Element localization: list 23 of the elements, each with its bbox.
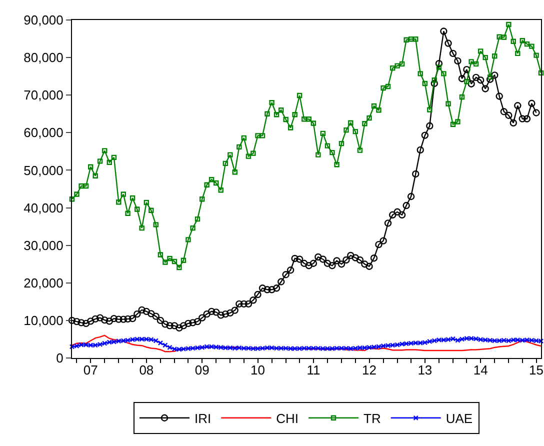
x-tick-label: 07 — [83, 362, 98, 378]
y-tick-label: 10,000 — [24, 312, 64, 328]
y-tick-label: 30,000 — [24, 238, 64, 253]
legend-label: IRI — [194, 410, 212, 426]
y-tick-label: 50,000 — [24, 162, 64, 178]
y-tick-label: 20,000 — [24, 275, 64, 290]
legend-label: TR — [364, 410, 381, 426]
x-tick-label: 08 — [139, 362, 154, 378]
y-tick-label: 80,000 — [24, 50, 64, 66]
x-tick-label: 14 — [473, 362, 488, 378]
legend-label: UAE — [446, 410, 473, 426]
y-tick-label: 0 — [56, 350, 64, 366]
x-tick-label: 09 — [194, 362, 210, 378]
legend-label: CHI — [276, 410, 299, 426]
y-tick-label: 60,000 — [24, 125, 64, 140]
x-tick-label: 15 — [529, 362, 544, 378]
x-tick-label: 12 — [362, 362, 376, 378]
x-tick-label: 10 — [250, 362, 266, 378]
x-tick-label: 11 — [306, 362, 320, 378]
y-tick-label: 70,000 — [24, 88, 64, 103]
y-tick-label: 90,000 — [24, 12, 64, 28]
x-tick-label: 13 — [418, 362, 432, 378]
y-tick-label: 40,000 — [24, 200, 64, 216]
